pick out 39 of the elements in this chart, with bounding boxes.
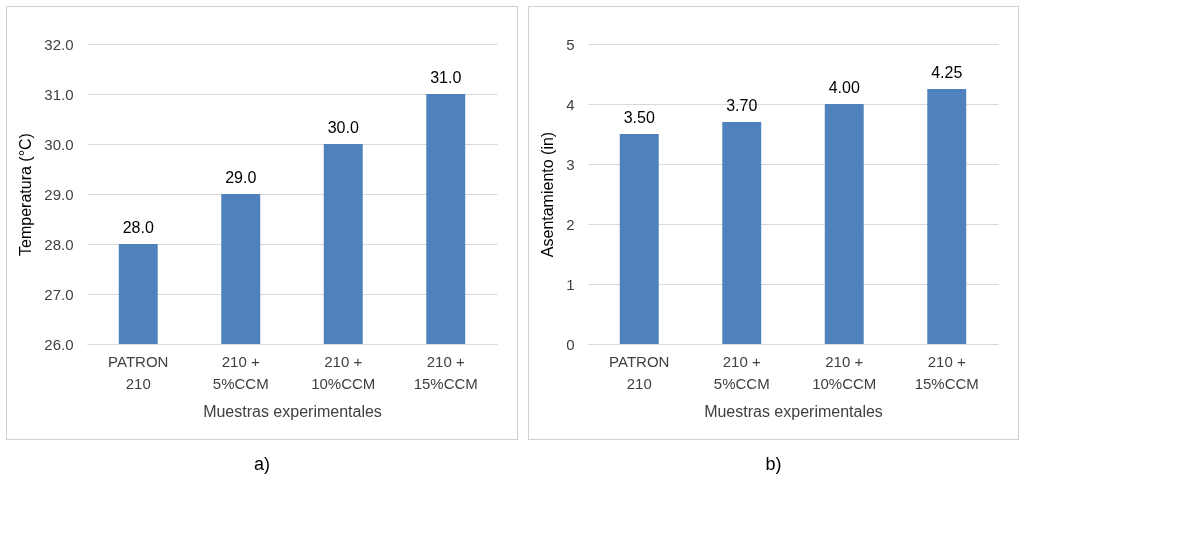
x-axis-title: Muestras experimentales — [704, 402, 883, 420]
x-tick-label: PATRON 210 — [609, 352, 670, 392]
text: b) — [765, 454, 782, 475]
y-tick-label: 3 — [566, 155, 575, 173]
data-label: 3.70 — [726, 97, 758, 114]
x-tick-label: 210 + 10%CCM — [812, 352, 877, 392]
x-tick-label: 210 + 5%CCM — [713, 352, 770, 392]
x-tick-label: 210 + 5%CCM — [212, 352, 269, 392]
data-label: 29.0 — [225, 169, 257, 186]
y-tick-label: 2 — [566, 215, 575, 233]
y-tick-label: 0 — [566, 335, 575, 353]
y-tick-label: 4 — [566, 95, 575, 113]
bar — [824, 104, 864, 344]
y-tick-label: 28.0 — [44, 235, 74, 253]
y-tick-label: 30.0 — [44, 135, 74, 153]
y-tick-label: 31.0 — [44, 85, 74, 103]
y-tick-label: 5 — [566, 35, 575, 53]
y-tick-label: 29.0 — [44, 185, 74, 203]
x-tick-label: 210 + 15%CCM — [914, 352, 979, 392]
bar — [927, 89, 967, 344]
x-tick-label: PATRON 210 — [108, 352, 169, 392]
bar — [619, 134, 659, 344]
data-label: 30.0 — [327, 119, 359, 136]
x-tick-label: 210 + 15%CCM — [413, 352, 478, 392]
bar — [722, 122, 762, 344]
data-label: 4.25 — [931, 64, 963, 81]
x-axis-title: Muestras experimentales — [203, 402, 382, 420]
y-axis-title: Temperatura (°C) — [17, 133, 35, 256]
data-label: 4.00 — [828, 79, 860, 96]
y-axis-title: Asentamiento (in) — [539, 131, 557, 258]
text: a) — [253, 454, 270, 475]
y-tick-label: 26.0 — [44, 335, 74, 353]
y-tick-label: 32.0 — [44, 35, 74, 53]
x-tick-label: 210 + 10%CCM — [311, 352, 376, 392]
data-label: 3.50 — [623, 109, 655, 126]
y-tick-label: 27.0 — [44, 285, 74, 303]
data-label: 31.0 — [430, 69, 462, 86]
data-label: 28.0 — [122, 219, 154, 236]
y-tick-label: 1 — [566, 275, 575, 293]
